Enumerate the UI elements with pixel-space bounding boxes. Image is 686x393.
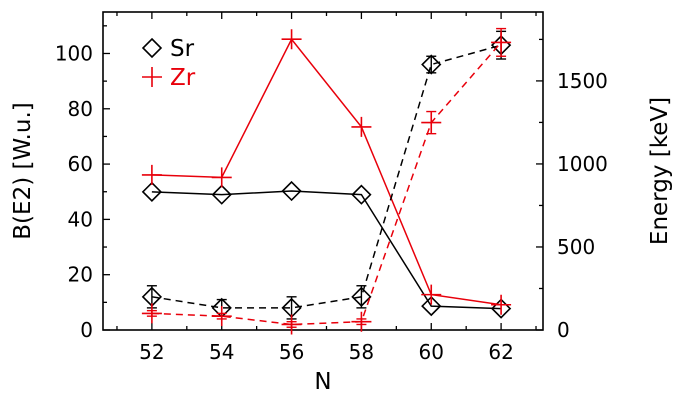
x-tick-label: 60: [419, 340, 444, 364]
series-sr-energy: [141, 180, 512, 319]
series-line: [151, 41, 502, 326]
y-axis-right-title: Energy [keV]: [647, 97, 673, 245]
y-right-tick-label: 1500: [557, 69, 608, 93]
y-left-tick-label: 20: [68, 263, 93, 287]
data-point: [421, 54, 442, 75]
data-point: [141, 303, 162, 324]
y-left-tick-label: 0: [80, 318, 93, 342]
series-zr-energy: [141, 29, 512, 315]
y-right-tick-label: 500: [557, 235, 595, 259]
series-line: [151, 190, 502, 310]
plot-frame: [102, 11, 544, 331]
data-point: [281, 29, 302, 50]
data-point: [421, 295, 442, 317]
y-left-tick-label: 40: [68, 207, 93, 231]
legend-label-sr: Sr: [170, 36, 195, 62]
data-point: [281, 180, 302, 202]
legend-label-zr: Zr: [170, 65, 196, 91]
series-sr-be2: [141, 30, 512, 320]
data-point: [351, 311, 372, 332]
y-left-tick-label: 80: [68, 97, 93, 121]
data-point: [351, 286, 372, 307]
y-right-tick-label: 0: [557, 318, 570, 342]
data-point: [281, 314, 302, 335]
data-point: [211, 184, 232, 205]
y-left-tick-label: 100: [55, 41, 93, 65]
data-point: [141, 181, 163, 202]
data-point: [211, 167, 232, 188]
data-point: [351, 116, 372, 137]
x-tick-label: 54: [209, 340, 234, 364]
legend-marker-zr: [142, 67, 162, 87]
data-point: [141, 164, 162, 185]
data-point: [491, 32, 512, 53]
y-axis-left-title: B(E2) [W.u.]: [10, 102, 36, 239]
y-right-tick-label: 1000: [557, 152, 608, 176]
legend-marker-sr: [141, 37, 163, 59]
data-point: [421, 112, 442, 133]
x-tick-label: 52: [139, 340, 164, 364]
y-left-tick-label: 60: [68, 152, 93, 176]
x-tick-label: 62: [488, 340, 513, 364]
x-tick-label: 58: [349, 340, 374, 364]
series-zr-be2: [141, 27, 512, 335]
data-point: [211, 306, 232, 327]
series-group: [141, 27, 512, 335]
x-axis-title: N: [314, 369, 331, 393]
series-line: [151, 37, 502, 306]
data-point: [490, 298, 512, 319]
data-point: [491, 294, 512, 315]
legend: Sr Zr: [141, 36, 196, 91]
x-tick-label: 56: [279, 340, 304, 364]
data-point: [421, 284, 442, 305]
data-point: [351, 184, 372, 205]
